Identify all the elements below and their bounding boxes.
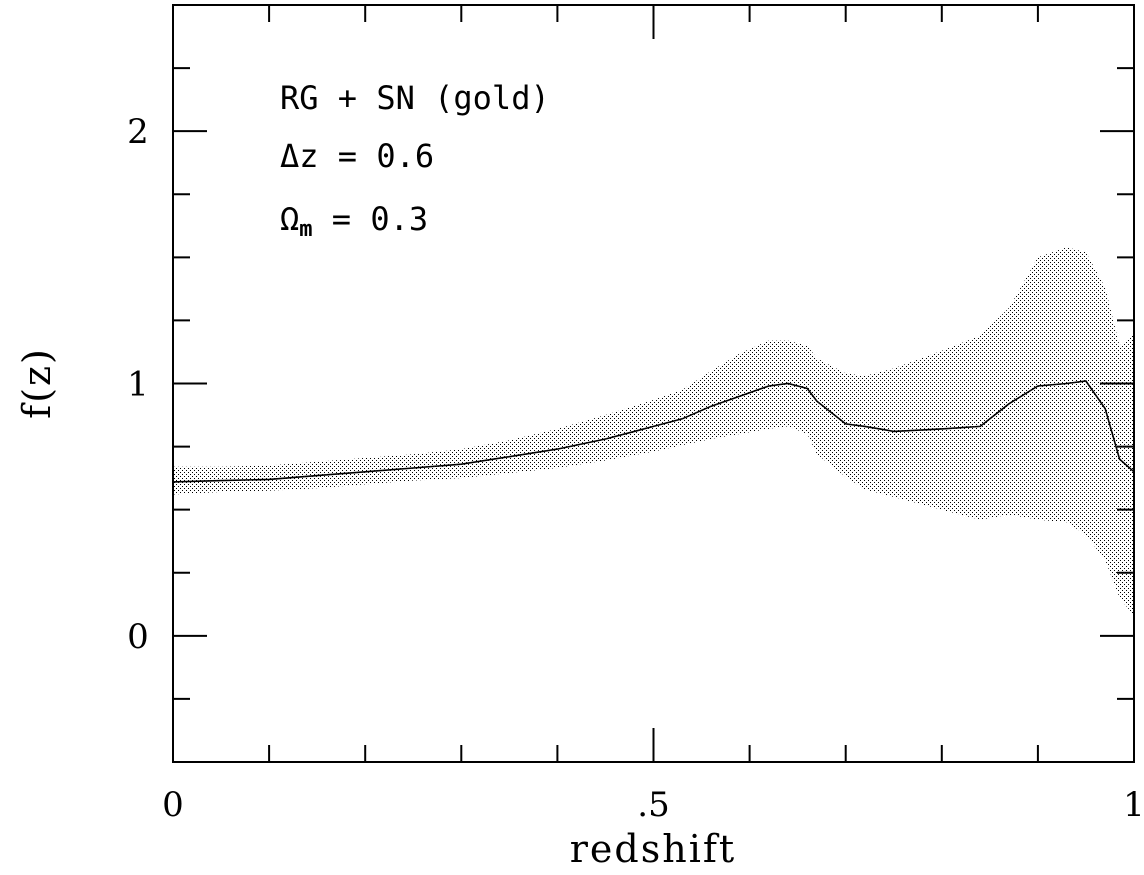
annotation-dataset: RG + SN (gold) — [280, 79, 550, 117]
x-axis-label: redshift — [570, 827, 736, 871]
annotation-block: RG + SN (gold) Δz = 0.6 Ωm = 0.3 — [280, 79, 550, 242]
y-tick-label: 1 — [127, 365, 149, 405]
omega-symbol: Ω — [280, 200, 299, 238]
y-tick-label: 0 — [127, 617, 149, 657]
plot-frame — [172, 4, 1135, 763]
annotation-omega-m: Ωm = 0.3 — [280, 200, 428, 242]
y-tick-label: 2 — [127, 112, 149, 152]
x-tick-label: 0 — [162, 785, 184, 825]
line-series-0 — [173, 380, 1134, 483]
omega-value: = 0.3 — [313, 200, 429, 238]
omega-subscript: m — [299, 217, 312, 242]
tick-labels: 0 .5 1 0 1 2 — [127, 112, 1144, 825]
error-band-series-0 — [173, 247, 1134, 616]
error-bands — [173, 247, 1134, 616]
series-lines — [173, 380, 1134, 483]
x-tick-label: .5 — [637, 785, 669, 825]
annotation-delta-z: Δz = 0.6 — [280, 137, 434, 175]
x-tick-label: 1 — [1123, 785, 1144, 825]
y-axis-label: f(z) — [15, 347, 59, 419]
